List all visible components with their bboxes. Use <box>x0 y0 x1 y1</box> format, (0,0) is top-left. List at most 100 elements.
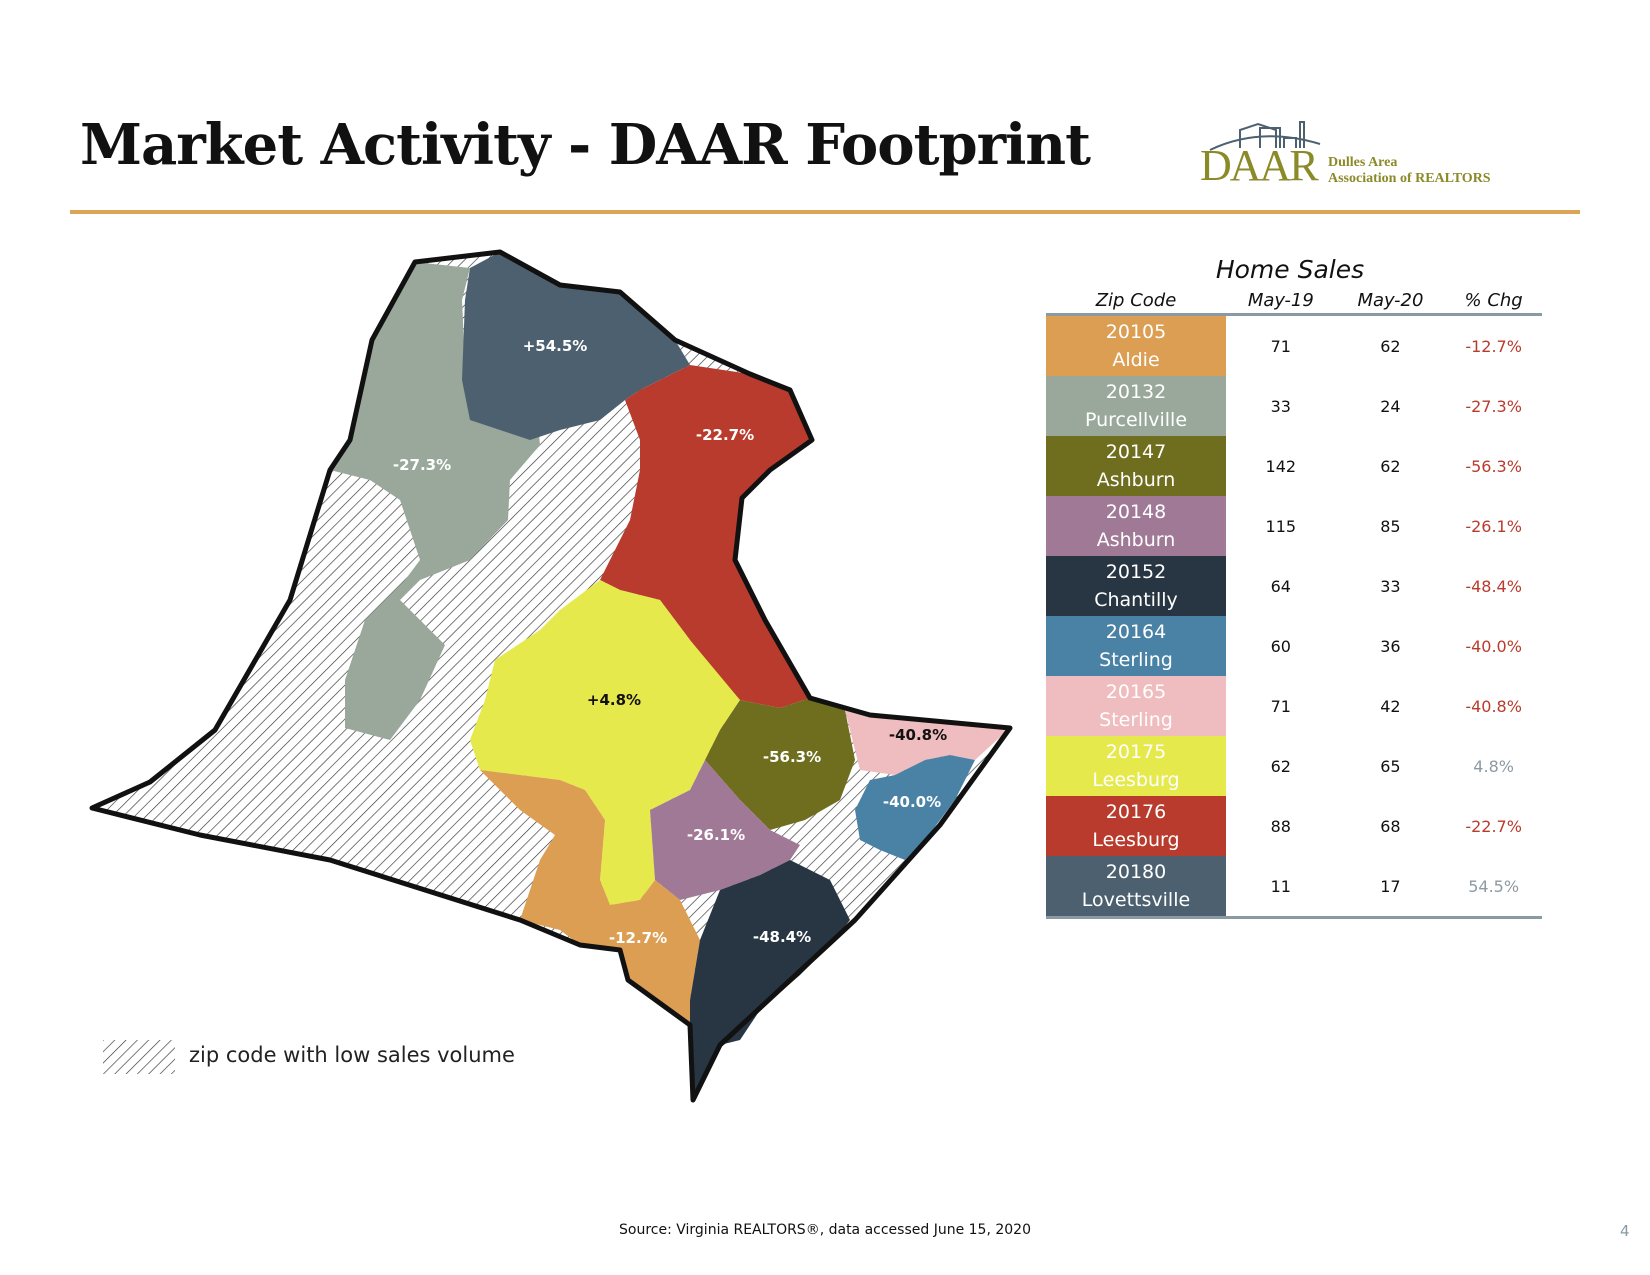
zip-area-name: Sterling <box>1099 649 1173 671</box>
logo-name-line1: Dulles Area <box>1328 155 1397 170</box>
legend-label: zip code with low sales volume <box>189 1043 515 1067</box>
pct-change-value: -48.4% <box>1465 576 1522 596</box>
region-aldie <box>480 770 700 1025</box>
logo-name-line2: Association of REALTORS <box>1328 171 1491 186</box>
table-row: 20132 Purcellville 33 24 -27.3% <box>1046 376 1542 436</box>
zip-cell: 20165 Sterling <box>1046 676 1226 736</box>
zip-cell: 20105 Aldie <box>1046 314 1226 376</box>
table-row: 20165 Sterling 71 42 -40.8% <box>1046 676 1542 736</box>
table-row: 20175 Leesburg 62 65 4.8% <box>1046 736 1542 796</box>
zip-area-name: Purcellville <box>1084 409 1188 431</box>
region-chantilly <box>690 860 850 1100</box>
region-label-leesburg-20175: +4.8% <box>587 691 641 709</box>
county-outline <box>89 249 1013 1103</box>
zip-code: 20164 <box>1105 621 1167 643</box>
may20-value: 36 <box>1380 636 1401 656</box>
daar-logo: DAAR Dulles Area Association of REALTORS <box>1200 121 1491 190</box>
pct-change-value: -22.7% <box>1465 816 1522 836</box>
table-row: 20105 Aldie 71 62 -12.7% <box>1046 314 1542 376</box>
home-sales-table: Zip Code May-19 May-20 % Chg 20105 Aldie 7… <box>1046 287 1542 919</box>
zip-code: 20165 <box>1105 681 1167 703</box>
zip-area-name: Leesburg <box>1092 829 1180 851</box>
region-sterling-20164 <box>855 755 975 860</box>
may20-value: 33 <box>1380 576 1401 596</box>
pct-change-value: -26.1% <box>1465 516 1522 536</box>
header-chg: % Chg <box>1445 287 1542 316</box>
may19-value: 71 <box>1270 696 1291 716</box>
region-sterling-20165 <box>810 698 1010 775</box>
region-label-sterling-20164: -40.0% <box>883 793 941 811</box>
logo-mark: DAAR <box>1200 141 1319 190</box>
may20-value: 24 <box>1380 396 1401 416</box>
may20-value: 62 <box>1380 336 1401 356</box>
zip-cell: 20148 Ashburn <box>1046 496 1226 556</box>
zip-code: 20176 <box>1105 801 1167 823</box>
region-ashburn-20148 <box>650 760 800 900</box>
may19-value: 11 <box>1226 856 1336 919</box>
table-row: 20148 Ashburn 115 85 -26.1% <box>1046 496 1542 556</box>
pct-change-value: -40.8% <box>1465 696 1522 716</box>
header-may19: May-19 <box>1226 287 1336 316</box>
may20-value: 62 <box>1380 456 1401 476</box>
pct-change-value: -27.3% <box>1465 396 1522 416</box>
zip-cell: 20180 Lovettsville <box>1046 856 1226 919</box>
zip-area-name: Aldie <box>1112 349 1160 371</box>
region-label-lovettsville: +54.5% <box>523 337 588 355</box>
may20-value: 42 <box>1380 696 1401 716</box>
zip-area-name: Chantilly <box>1094 589 1178 611</box>
zip-cell: 20147 Ashburn <box>1046 436 1226 496</box>
region-ashburn-20147 <box>705 698 855 830</box>
source-note: Source: Virginia REALTORS®, data accesse… <box>619 1222 1031 1238</box>
region-label-leesburg-20176: -22.7% <box>696 426 754 444</box>
table-title: Home Sales <box>1215 255 1365 284</box>
header-may20: May-20 <box>1335 287 1446 316</box>
zip-code: 20147 <box>1105 441 1167 463</box>
zip-code: 20132 <box>1105 381 1167 403</box>
pct-change-value: 54.5% <box>1445 856 1542 919</box>
may19-value: 33 <box>1270 396 1291 416</box>
hatch-swatch <box>103 1040 175 1074</box>
may19-value: 71 <box>1270 336 1291 356</box>
zip-area-name: Ashburn <box>1096 529 1176 551</box>
may19-value: 60 <box>1270 636 1291 656</box>
pct-change-value: -56.3% <box>1465 456 1522 476</box>
page-title: Market Activity - DAAR Footprint <box>80 112 1091 178</box>
zip-code-map: +54.5% -22.7% -27.3% +4.8% -56.3% -40.8%… <box>89 249 1013 1103</box>
region-label-aldie: -12.7% <box>609 929 667 947</box>
may19-value: 142 <box>1265 456 1297 476</box>
may20-value: 85 <box>1380 516 1401 536</box>
region-label-purcellville: -27.3% <box>393 456 451 474</box>
may20-value: 68 <box>1380 816 1401 836</box>
may19-value: 62 <box>1270 756 1291 776</box>
region-label-ashburn-20147: -56.3% <box>763 748 821 766</box>
zip-code: 20180 <box>1105 861 1167 883</box>
zip-code: 20105 <box>1105 321 1167 343</box>
may19-value: 88 <box>1270 816 1291 836</box>
zip-cell: 20132 Purcellville <box>1046 376 1226 436</box>
may19-value: 115 <box>1265 516 1297 536</box>
zip-cell: 20176 Leesburg <box>1046 796 1226 856</box>
page-number: 4 <box>1620 1222 1630 1240</box>
may19-value: 64 <box>1270 576 1291 596</box>
may20-value: 65 <box>1380 756 1401 776</box>
pct-change-value: -12.7% <box>1465 336 1522 356</box>
table-header-row: Zip Code May-19 May-20 % Chg <box>1046 287 1542 316</box>
table-row: 20176 Leesburg 88 68 -22.7% <box>1046 796 1542 856</box>
zip-area-name: Lovettsville <box>1081 889 1191 911</box>
zip-cell: 20175 Leesburg <box>1046 736 1226 796</box>
may20-value: 17 <box>1335 856 1446 919</box>
pct-change-value: -40.0% <box>1465 636 1522 656</box>
pct-change-value: 4.8% <box>1473 756 1514 776</box>
region-label-chantilly: -48.4% <box>753 928 811 946</box>
zip-code: 20152 <box>1105 561 1167 583</box>
table-row: 20164 Sterling 60 36 -40.0% <box>1046 616 1542 676</box>
region-leesburg-20176 <box>600 365 812 708</box>
region-label-sterling-20165: -40.8% <box>889 726 947 744</box>
zip-area-name: Sterling <box>1099 709 1173 731</box>
zip-code: 20175 <box>1105 741 1167 763</box>
building-skyline-icon <box>1209 121 1321 151</box>
zip-area-name: Leesburg <box>1092 769 1180 791</box>
region-leesburg-20175 <box>470 580 740 905</box>
zip-cell: 20152 Chantilly <box>1046 556 1226 616</box>
title-divider <box>70 210 1580 214</box>
